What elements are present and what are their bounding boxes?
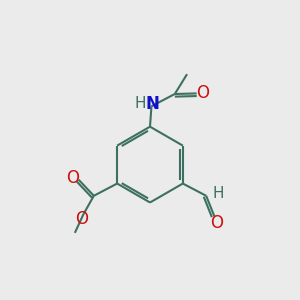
Text: H: H — [213, 186, 224, 201]
Text: O: O — [66, 169, 79, 187]
Text: O: O — [75, 210, 88, 228]
Text: H: H — [135, 96, 146, 111]
Text: N: N — [146, 95, 160, 113]
Text: O: O — [210, 214, 223, 232]
Text: O: O — [196, 84, 210, 102]
